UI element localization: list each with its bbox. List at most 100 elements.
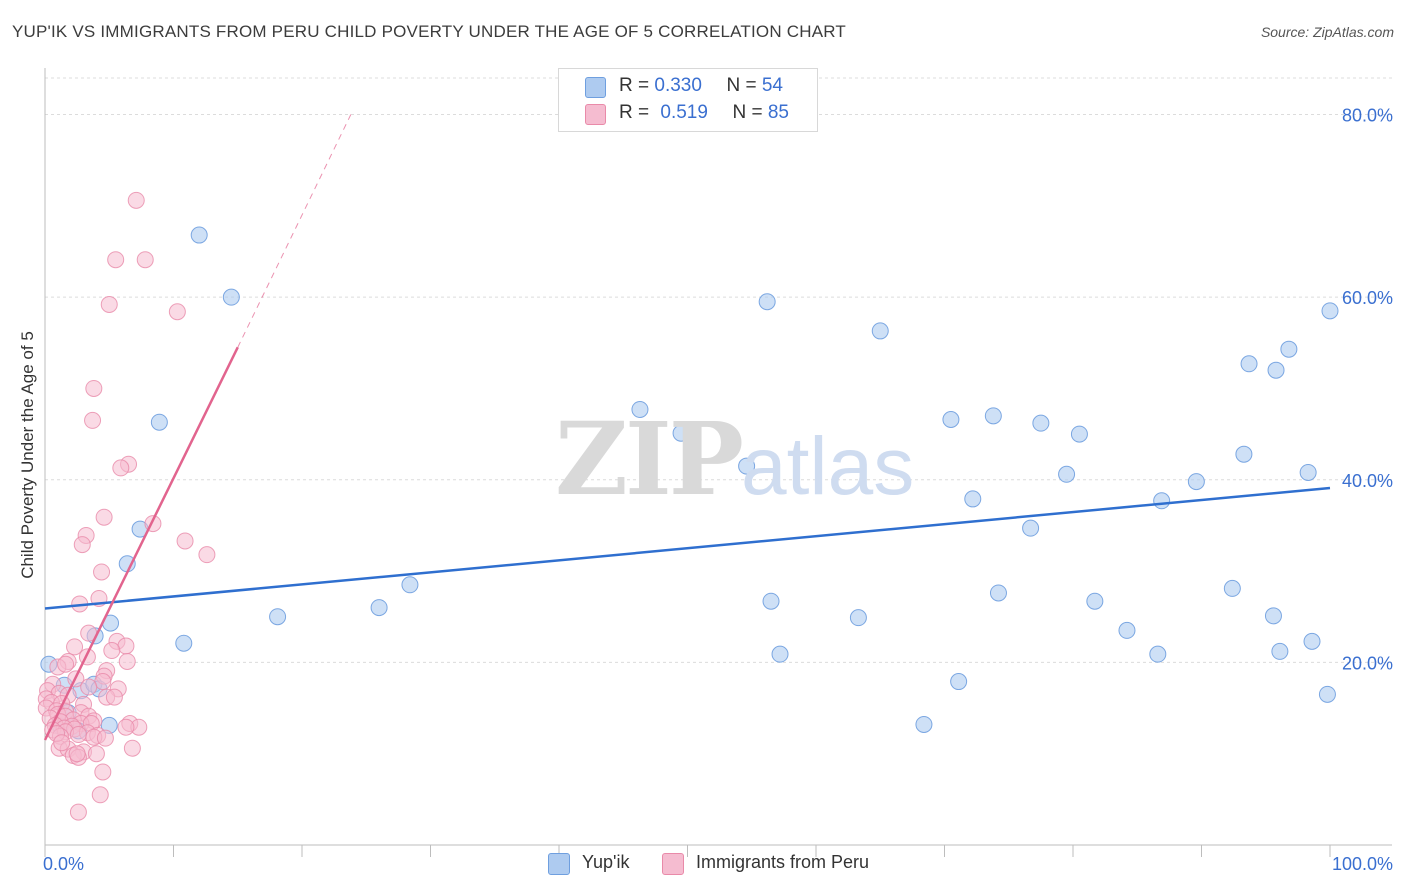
legend-n-value-yupik: 54 [761, 75, 783, 96]
series-peru [37, 191, 216, 821]
y-tick-label: 80.0% [1342, 106, 1393, 126]
tick-labels: 20.0% 40.0% 60.0% 80.0% 0.0% 100.0% [43, 106, 1393, 874]
data-point-yupik [1153, 492, 1171, 510]
data-point-yupik [1280, 340, 1298, 358]
data-point-peru [103, 642, 121, 660]
data-point-peru [69, 803, 87, 821]
y-tick-label: 60.0% [1342, 288, 1393, 308]
y-tick-label: 40.0% [1342, 471, 1393, 491]
data-point-yupik [1299, 463, 1317, 481]
data-point-peru [176, 532, 194, 550]
data-point-peru [84, 411, 102, 429]
data-point-peru [94, 673, 112, 691]
data-point-yupik [942, 410, 960, 428]
data-point-yupik [738, 457, 756, 475]
watermark-zip: ZIP [555, 400, 744, 518]
data-point-yupik [989, 584, 1007, 602]
bottom-legend-label-peru: Immigrants from Peru [696, 852, 870, 872]
legend-r-label: R = [619, 102, 655, 123]
data-point-yupik [672, 424, 690, 442]
data-point-yupik [984, 407, 1002, 425]
data-point-peru [123, 739, 141, 757]
data-point-peru [57, 655, 75, 673]
data-point-peru [69, 726, 87, 744]
y-tick-label: 20.0% [1342, 653, 1393, 673]
data-point-yupik [1264, 607, 1282, 625]
source-label: Source: ZipAtlas.com [1260, 24, 1394, 40]
data-point-peru [117, 637, 135, 655]
data-point-yupik [175, 634, 193, 652]
data-point-yupik [1271, 642, 1289, 660]
data-point-peru [136, 251, 154, 269]
legend-swatch-yupik [585, 77, 606, 98]
data-point-yupik [1070, 425, 1088, 443]
data-point-yupik [1086, 592, 1104, 610]
data-point-yupik [150, 413, 168, 431]
data-point-peru [117, 718, 135, 736]
data-point-peru [107, 251, 125, 269]
data-point-peru [91, 786, 109, 804]
legend-r-value-peru: 0.519 [660, 102, 708, 123]
watermark-atlas: atlas [740, 421, 915, 512]
data-point-yupik [1118, 621, 1136, 639]
data-point-yupik [222, 288, 240, 306]
data-point-yupik [631, 400, 649, 418]
bottom-legend-label-yupik: Yup'ik [582, 852, 630, 872]
legend-r-value-yupik: 0.330 [654, 75, 702, 96]
data-point-yupik [762, 592, 780, 610]
watermark: ZIPatlas [555, 400, 914, 518]
data-point-yupik [1187, 473, 1205, 491]
data-point-peru [95, 508, 113, 526]
data-point-yupik [1303, 632, 1321, 650]
data-point-yupik [1223, 579, 1241, 597]
gridlines [45, 77, 1392, 663]
bottom-legend-swatch-yupik [548, 853, 570, 875]
data-point-peru [66, 638, 84, 656]
data-point-peru [85, 379, 103, 397]
data-point-yupik [915, 715, 933, 733]
bottom-legend-swatch-peru [662, 853, 684, 875]
data-point-peru [73, 536, 91, 554]
data-point-peru [100, 295, 118, 313]
data-point-yupik [758, 293, 776, 311]
data-point-peru [87, 745, 105, 763]
x-tick-label: 0.0% [43, 854, 84, 874]
data-point-yupik [964, 490, 982, 508]
data-point-yupik [871, 322, 889, 340]
data-point-yupik [1318, 685, 1336, 703]
legend-n-value-peru: 85 [767, 102, 789, 123]
data-point-yupik [1235, 445, 1253, 463]
data-point-peru [105, 688, 123, 706]
data-point-yupik [1240, 355, 1258, 373]
data-point-peru [118, 652, 136, 670]
data-point-yupik [849, 609, 867, 627]
data-point-yupik [370, 599, 388, 617]
data-point-peru [198, 546, 216, 564]
data-point-peru [96, 729, 114, 747]
data-point-yupik [1149, 645, 1167, 663]
data-point-peru [168, 303, 186, 321]
data-point-yupik [1058, 465, 1076, 483]
legend-swatch-peru [585, 104, 606, 125]
data-point-yupik [401, 576, 419, 594]
data-point-peru [53, 734, 71, 752]
data-point-yupik [190, 226, 208, 244]
trend-line-peru-extension [237, 114, 352, 348]
y-axis-label: Child Poverty Under the Age of 5 [18, 331, 37, 579]
trend-lines [43, 114, 1331, 741]
legend-r-label: R = [619, 75, 655, 96]
legend-box: R = 0.330 N = 54 R = 0.519 N = 85 [558, 68, 818, 132]
chart-title: YUP'IK VS IMMIGRANTS FROM PERU CHILD POV… [12, 22, 847, 41]
trend-line-peru [43, 346, 239, 741]
data-point-yupik [269, 608, 287, 626]
data-point-yupik [1032, 414, 1050, 432]
legend-n-label: N = [726, 75, 762, 96]
data-point-yupik [950, 673, 968, 691]
data-point-peru [112, 459, 130, 477]
data-point-yupik [1022, 519, 1040, 537]
x-tick-label: 100.0% [1332, 854, 1393, 874]
trend-line-yupik [44, 486, 1331, 610]
data-point-yupik [1267, 361, 1285, 379]
data-point-peru [93, 563, 111, 581]
